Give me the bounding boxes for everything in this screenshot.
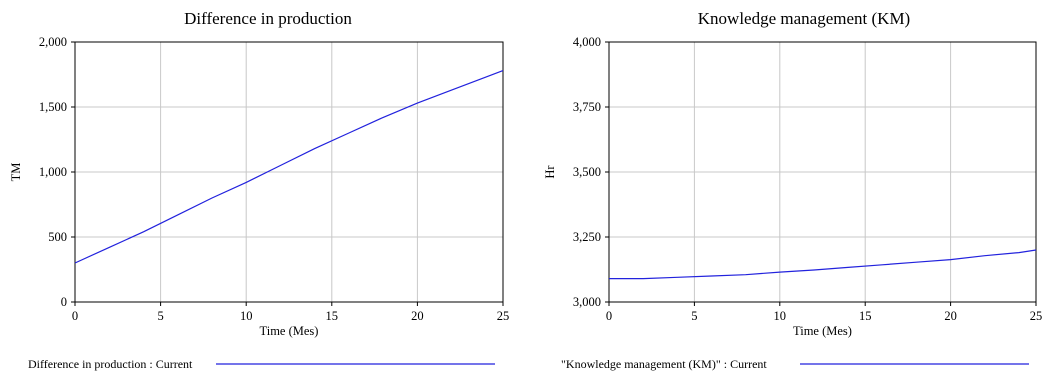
legend-label: "Knowledge management (KM)" : Current xyxy=(561,357,767,371)
x-tick-label: 20 xyxy=(411,309,424,323)
series-line xyxy=(609,249,1037,280)
x-tick-label: 15 xyxy=(326,309,339,323)
x-tick-label: 20 xyxy=(944,309,957,323)
x-axis-label: Time (Mes) xyxy=(260,324,319,338)
x-axis-label: Time (Mes) xyxy=(793,324,852,338)
y-tick-label: 1,500 xyxy=(39,100,67,114)
y-axis-label: TM xyxy=(9,163,23,182)
y-tick-label: 3,500 xyxy=(573,165,601,179)
y-tick-label: 3,250 xyxy=(573,230,601,244)
y-tick-label: 4,000 xyxy=(573,35,601,49)
chart-title: Difference in production xyxy=(184,9,352,28)
y-tick-label: 1,000 xyxy=(39,165,67,179)
y-tick-label: 0 xyxy=(61,295,67,309)
chart-difference-in-production: Difference in production 0 5 10 15 20 25 0 500 1,… xyxy=(9,9,509,371)
x-tick-label: 25 xyxy=(497,309,510,323)
x-tick-label: 10 xyxy=(774,309,787,323)
y-axis-label: Hr xyxy=(543,165,557,179)
x-tick-label: 15 xyxy=(859,309,872,323)
series-line xyxy=(74,70,504,264)
chart-title: Knowledge management (KM) xyxy=(698,9,910,28)
x-tick-label: 0 xyxy=(72,309,78,323)
y-tick-label: 3,000 xyxy=(573,295,601,309)
x-tick-label: 10 xyxy=(240,309,253,323)
x-tick-label: 0 xyxy=(606,309,612,323)
y-tick-label: 500 xyxy=(48,230,67,244)
y-tick-label: 3,750 xyxy=(573,100,601,114)
legend-label: Difference in production : Current xyxy=(28,357,193,371)
x-tick-label: 5 xyxy=(691,309,697,323)
chart-knowledge-management: Knowledge management (KM) 0 5 10 15 20 25 3,000… xyxy=(543,9,1042,371)
y-tick-label: 2,000 xyxy=(39,35,67,49)
x-tick-label: 25 xyxy=(1030,309,1043,323)
x-tick-label: 5 xyxy=(157,309,163,323)
